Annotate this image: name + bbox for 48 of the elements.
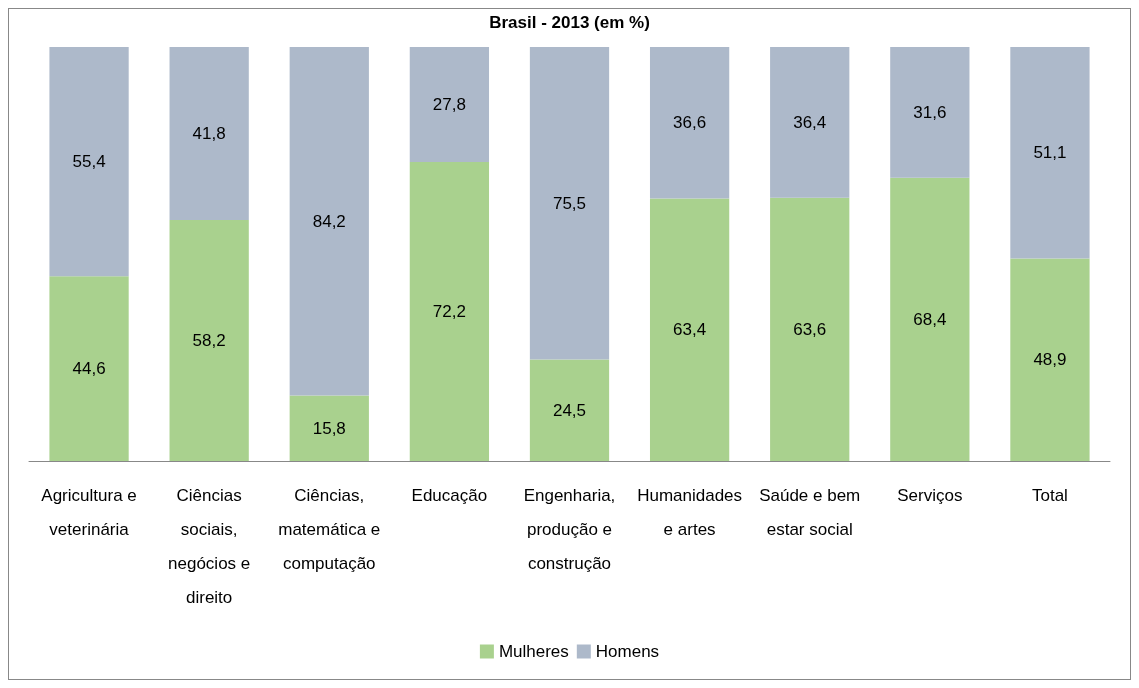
bar (1010, 47, 1090, 259)
data-label: 36,4 (793, 112, 827, 132)
x-tick-label: Saúde e bem estar social (758, 485, 862, 541)
data-label: 63,4 (673, 320, 707, 340)
x-tick-label: Serviços (896, 485, 964, 507)
bar (649, 198, 730, 461)
bar (770, 47, 850, 198)
x-tick-label: Ciências, matemática e computação (277, 485, 382, 575)
bar (169, 220, 249, 461)
bar (1010, 258, 1090, 461)
bar (49, 47, 129, 277)
x-tick-label: Engenharia, produção e construção (522, 485, 617, 575)
bar (890, 47, 970, 178)
bar (770, 197, 850, 461)
bar (289, 47, 369, 396)
data-label: 68,4 (913, 309, 947, 329)
data-label: 84,2 (312, 211, 346, 231)
data-label: 41,8 (192, 124, 226, 144)
data-label: 72,2 (432, 302, 466, 322)
bar (649, 47, 730, 199)
data-label: 51,1 (1033, 143, 1067, 163)
data-label: 48,9 (1033, 350, 1067, 370)
bar (169, 47, 249, 221)
bar (409, 47, 490, 163)
legend-label: Homens (595, 642, 660, 661)
bar (890, 177, 970, 461)
legend-label: Mulheres (498, 642, 569, 661)
data-label: 36,6 (673, 113, 707, 133)
data-label: 15,8 (312, 418, 346, 438)
x-tick-label: Educação (410, 485, 489, 507)
data-label: 55,4 (72, 152, 106, 172)
data-label: 24,5 (552, 400, 587, 420)
bar (49, 276, 129, 461)
bar (289, 395, 369, 461)
x-tick-label: Humanidades e artes (636, 485, 744, 541)
bar (409, 162, 490, 461)
data-label: 44,6 (72, 359, 106, 379)
data-label: 75,5 (552, 193, 587, 213)
data-label: 63,6 (793, 319, 827, 339)
x-tick-label: Ciências sociais, negócios e direito (167, 485, 252, 609)
bar (529, 47, 610, 360)
bar (529, 359, 610, 461)
data-label: 31,6 (913, 102, 947, 122)
data-label: 58,2 (192, 331, 226, 351)
chart-title: Brasil - 2013 (em %) (489, 13, 650, 32)
data-label: 27,8 (432, 95, 466, 115)
x-tick-label: Agricultura e veterinária (40, 485, 138, 541)
x-tick-label: Total (1030, 485, 1069, 507)
